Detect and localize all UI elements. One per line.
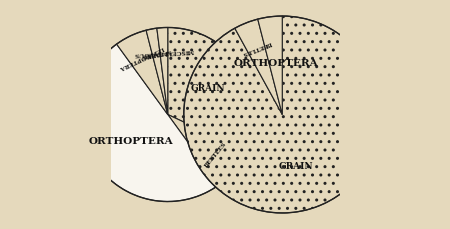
Wedge shape — [81, 44, 219, 202]
Wedge shape — [184, 16, 381, 213]
Text: GRAIN: GRAIN — [191, 84, 225, 93]
Wedge shape — [117, 30, 168, 114]
Wedge shape — [168, 27, 255, 152]
Wedge shape — [157, 27, 168, 114]
Text: MISCELLANEOUS: MISCELLANEOUS — [134, 48, 194, 56]
Text: GRAIN: GRAIN — [279, 162, 313, 172]
Wedge shape — [235, 19, 282, 114]
Text: ORTHOPTERA: ORTHOPTERA — [89, 136, 173, 146]
Wedge shape — [168, 114, 247, 185]
Text: BEETLES: BEETLES — [204, 141, 228, 168]
Wedge shape — [258, 16, 282, 114]
Text: SPIDERS: SPIDERS — [140, 48, 171, 58]
Wedge shape — [146, 28, 168, 114]
Text: ORTHOPTERA: ORTHOPTERA — [234, 59, 318, 68]
Text: BEETLES: BEETLES — [241, 41, 272, 57]
Text: LEPIDOPTERA: LEPIDOPTERA — [118, 45, 164, 71]
